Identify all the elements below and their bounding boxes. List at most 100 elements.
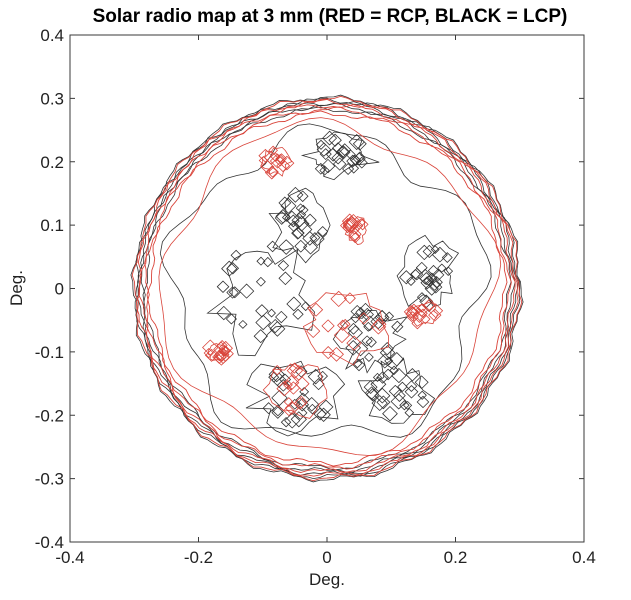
lcp-small-contour xyxy=(256,256,266,266)
lcp-small-contour xyxy=(316,142,332,157)
rcp-small-contour xyxy=(283,397,294,407)
lcp-small-contour xyxy=(355,307,366,318)
lcp-small-contour xyxy=(238,319,248,329)
lcp-small-contour xyxy=(255,314,272,331)
lcp-small-contour xyxy=(372,372,383,382)
rcp-small-contour xyxy=(309,302,324,317)
rcp-small-contour xyxy=(417,303,427,313)
rcp-small-contour xyxy=(348,230,361,243)
lcp-small-contour xyxy=(405,380,418,392)
rcp-small-contour xyxy=(423,298,436,312)
lcp-small-contour xyxy=(363,380,378,394)
lcp-small-contour xyxy=(314,162,327,175)
rcp-small-contour xyxy=(216,350,231,365)
lcp-small-contour xyxy=(292,226,305,240)
lcp-small-contour xyxy=(319,148,332,161)
lcp-small-contour xyxy=(399,270,414,285)
x-tick-label: 0.2 xyxy=(444,548,468,567)
lcp-small-contour xyxy=(289,398,301,410)
lcp-small-contour xyxy=(221,260,238,277)
lcp-small-contour xyxy=(332,157,347,171)
rcp-small-contour xyxy=(290,364,307,381)
lcp-small-contour xyxy=(360,307,374,322)
lcp-small-contour xyxy=(278,271,293,286)
rcp-small-contour xyxy=(342,217,359,234)
lcp-small-contour xyxy=(361,335,373,347)
rcp-small-contour xyxy=(333,327,350,344)
rcp-small-contour xyxy=(258,155,268,166)
lcp-small-contour xyxy=(307,403,318,415)
lcp-limb-contour xyxy=(130,94,524,483)
lcp-small-contour xyxy=(309,232,321,244)
lcp-small-contour xyxy=(419,272,434,286)
lcp-small-contour xyxy=(271,406,285,419)
lcp-small-contour xyxy=(216,280,230,293)
lcp-small-contour xyxy=(365,336,377,348)
lcp-small-contour xyxy=(348,163,360,174)
lcp-small-contour xyxy=(431,268,445,282)
lcp-small-contour xyxy=(280,417,292,428)
y-tick-label: -0.1 xyxy=(35,343,64,362)
lcp-small-contour xyxy=(374,387,391,404)
lcp-small-contour xyxy=(404,385,419,399)
lcp-small-contour xyxy=(342,163,355,175)
rcp-small-contour xyxy=(202,339,219,356)
x-tick-label: -0.4 xyxy=(55,548,84,567)
lcp-small-contour xyxy=(316,407,331,422)
lcp-small-contour xyxy=(226,262,240,275)
rcp-small-contour xyxy=(428,303,444,319)
rcp-small-contour xyxy=(406,306,420,319)
lcp-small-contour xyxy=(269,321,286,337)
lcp-small-contour xyxy=(320,158,336,174)
lcp-small-contour xyxy=(338,143,352,156)
lcp-small-contour xyxy=(303,213,317,227)
lcp-small-contour xyxy=(426,272,438,284)
rcp-small-contour xyxy=(356,218,366,227)
lcp-small-contour xyxy=(354,151,366,163)
rcp-small-contour xyxy=(214,347,230,362)
rcp-small-contour xyxy=(288,362,300,374)
rcp-small-contour xyxy=(372,317,387,332)
rcp-small-contour xyxy=(330,290,347,308)
rcp-limb-contour xyxy=(136,98,519,477)
y-axis-label: Deg. xyxy=(7,270,26,306)
lcp-small-contour xyxy=(255,304,269,318)
lcp-small-contour xyxy=(405,368,420,382)
lcp-small-contour xyxy=(391,367,407,384)
rcp-small-contour xyxy=(275,156,286,167)
lcp-small-contour xyxy=(280,197,297,214)
axes-box xyxy=(69,34,585,543)
y-tick-label: 0.3 xyxy=(40,89,64,108)
lcp-small-contour xyxy=(427,264,440,277)
lcp-small-contour xyxy=(296,210,307,220)
rcp-small-contour xyxy=(268,145,278,156)
lcp-small-contour xyxy=(284,412,301,429)
lcp-small-contour xyxy=(307,368,324,385)
lcp-small-contour xyxy=(274,211,289,225)
lcp-small-contour xyxy=(277,260,290,272)
lcp-small-contour xyxy=(361,315,378,332)
lcp-small-contour xyxy=(266,240,279,253)
rcp-small-contour xyxy=(418,308,428,318)
y-tick-label: 0.1 xyxy=(40,216,64,235)
lcp-small-contour xyxy=(389,365,399,375)
lcp-small-contour xyxy=(287,186,304,203)
lcp-small-contour xyxy=(350,312,361,324)
lcp-small-contour xyxy=(288,220,300,233)
lcp-small-contour xyxy=(350,304,364,319)
lcp-small-contour xyxy=(275,310,288,324)
lcp-small-contour xyxy=(226,286,239,299)
lcp-small-contour xyxy=(388,384,402,398)
lcp-small-contour xyxy=(278,196,292,210)
chart-title: Solar radio map at 3 mm (RED = RCP, BLAC… xyxy=(93,6,568,27)
lcp-small-contour xyxy=(313,407,327,421)
rcp-small-contour xyxy=(213,341,229,358)
lcp-small-contour xyxy=(384,311,395,322)
lcp-small-contour xyxy=(406,276,416,286)
rcp-inner-contour xyxy=(158,117,502,456)
lcp-small-contour xyxy=(281,213,291,222)
y-tick-label: -0.2 xyxy=(35,406,64,425)
rcp-small-contour xyxy=(283,374,300,391)
lcp-small-contour xyxy=(416,395,430,409)
rcp-small-contour xyxy=(264,165,279,180)
